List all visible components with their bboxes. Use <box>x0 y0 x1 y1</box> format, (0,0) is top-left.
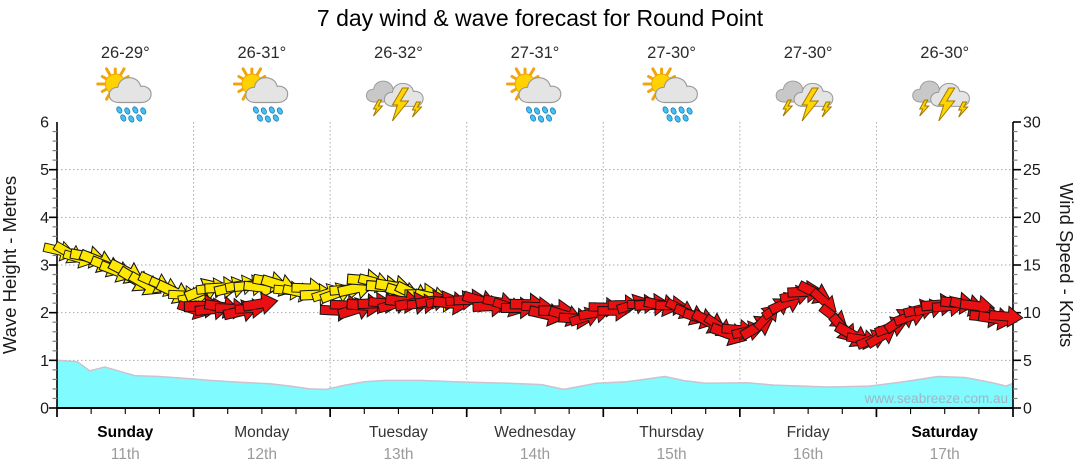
storm-icon <box>912 80 970 122</box>
raindrop-shape <box>662 106 669 114</box>
date-label: 12th <box>247 446 277 463</box>
lightning-bolt-shape <box>801 87 820 122</box>
left-axis-title: Wave Height - Metres <box>0 176 20 354</box>
lightning-bolt-shape <box>918 99 930 117</box>
raindrop-shape <box>678 106 685 114</box>
temperature-range-label: 26-31° <box>237 44 286 62</box>
wave-height-area: www.seabreeze.com.au <box>56 359 1014 408</box>
raindrop-shape <box>264 115 271 123</box>
watermark: www.seabreeze.com.au <box>864 391 1008 406</box>
raindrop-shape <box>132 106 139 114</box>
weekday-label: Wednesday <box>494 424 576 441</box>
weekday-label: Tuesday <box>369 424 428 441</box>
wind-axis-tick-label: 25 <box>1023 162 1041 179</box>
storm-icon <box>365 80 424 122</box>
wind-arrow <box>988 305 1024 328</box>
wind-axis-tick-label: 10 <box>1023 305 1041 322</box>
cloud-shape <box>655 77 698 104</box>
raindrop-shape <box>674 115 681 123</box>
raindrop-shape <box>670 107 677 115</box>
sun-cloud-rain-icon <box>506 67 562 123</box>
axes-layer: 0 1 2 3 4 5 6 0 5 10 15 20 25 30 Wave Height - Metres W… <box>0 115 1077 418</box>
lightning-bolt-shape <box>821 101 833 118</box>
wave-axis-tick-label: 4 <box>40 210 49 227</box>
raindrop-shape <box>256 114 263 122</box>
temperature-range-label: 27-30° <box>647 44 696 62</box>
wave-axis-tick-label: 1 <box>40 353 49 370</box>
weekday-label: Friday <box>787 424 830 441</box>
cloud-shape <box>518 77 562 104</box>
wave-axis-tick-label: 2 <box>40 305 49 322</box>
sun-cloud-rain-icon <box>642 67 698 123</box>
raindrop-shape <box>541 106 549 114</box>
wind-axis-tick-label: 5 <box>1023 353 1032 370</box>
sun-cloud-rain-icon <box>232 67 289 123</box>
raindrop-shape <box>682 114 689 122</box>
lightning-bolt-shape <box>391 87 410 122</box>
cloud-shape <box>245 77 289 104</box>
raindrop-shape <box>120 114 127 122</box>
raindrop-shape <box>116 106 123 114</box>
chart-title: 7 day wind & wave forecast for Round Poi… <box>316 5 764 31</box>
raindrop-shape <box>136 114 143 122</box>
wave-area-topline <box>56 359 1014 391</box>
temperature-range-label: 26-29° <box>101 44 150 62</box>
raindrop-shape <box>529 114 537 122</box>
wind-arrow <box>242 291 279 315</box>
raindrop-shape <box>276 107 283 115</box>
weekday-label: Thursday <box>639 424 704 441</box>
right-axis-title: Wind Speed - Knots <box>1056 183 1077 348</box>
lightning-bolt-shape <box>937 87 956 122</box>
wave-axis-tick-label: 5 <box>40 162 49 179</box>
temperature-range-label: 26-30° <box>920 44 969 62</box>
raindrop-shape <box>272 114 279 122</box>
wind-axis-tick-label: 30 <box>1023 115 1041 132</box>
raindrop-shape <box>666 114 673 122</box>
raindrop-shape <box>252 106 259 114</box>
temperature-range-label: 27-31° <box>511 44 560 62</box>
date-label: 13th <box>383 446 413 463</box>
wind-axis-tick-label: 20 <box>1023 210 1041 227</box>
weekday-label: Sunday <box>97 424 153 441</box>
wind-knots-red-monday <box>176 291 279 323</box>
raindrop-shape <box>549 107 557 115</box>
storm-icon <box>775 80 834 122</box>
wave-area-shape <box>57 360 1013 408</box>
weekday-label: Saturday <box>912 424 979 441</box>
date-label: 15th <box>656 446 686 463</box>
raindrop-shape <box>545 114 553 122</box>
weekday-label: Monday <box>234 424 289 441</box>
lightning-bolt-shape <box>957 101 969 118</box>
date-label: 16th <box>793 446 823 463</box>
date-label: 17th <box>930 446 960 463</box>
raindrop-shape <box>260 107 267 115</box>
sun-cloud-rain-icon <box>96 67 152 123</box>
raindrop-shape <box>537 115 545 123</box>
temperature-range-label: 27-30° <box>784 44 833 62</box>
wave-axis-tick-label: 3 <box>40 258 49 275</box>
wave-axis-tick-label: 6 <box>40 115 49 132</box>
date-label: 14th <box>520 446 550 463</box>
lightning-bolt-shape <box>782 99 794 117</box>
lightning-bolt-shape <box>372 99 384 117</box>
lightning-bolt-shape <box>411 101 423 118</box>
raindrop-shape <box>140 107 147 115</box>
wind-knots-yellow <box>42 240 460 313</box>
wave-axis-tick-label: 0 <box>40 401 49 418</box>
grid-layer <box>57 122 1013 408</box>
raindrop-shape <box>128 115 135 123</box>
wind-axis-tick-label: 0 <box>1023 401 1032 418</box>
cloud-shape <box>108 77 152 104</box>
raindrop-shape <box>124 107 131 115</box>
raindrop-shape <box>533 107 541 115</box>
wind-axis-tick-label: 15 <box>1023 258 1041 275</box>
raindrop-shape <box>268 106 275 114</box>
date-label: 11th <box>111 446 140 463</box>
raindrop-shape <box>686 107 693 115</box>
raindrop-shape <box>525 106 533 114</box>
temperature-range-label: 26-32° <box>374 44 423 62</box>
wind-knots-red <box>319 279 1024 351</box>
